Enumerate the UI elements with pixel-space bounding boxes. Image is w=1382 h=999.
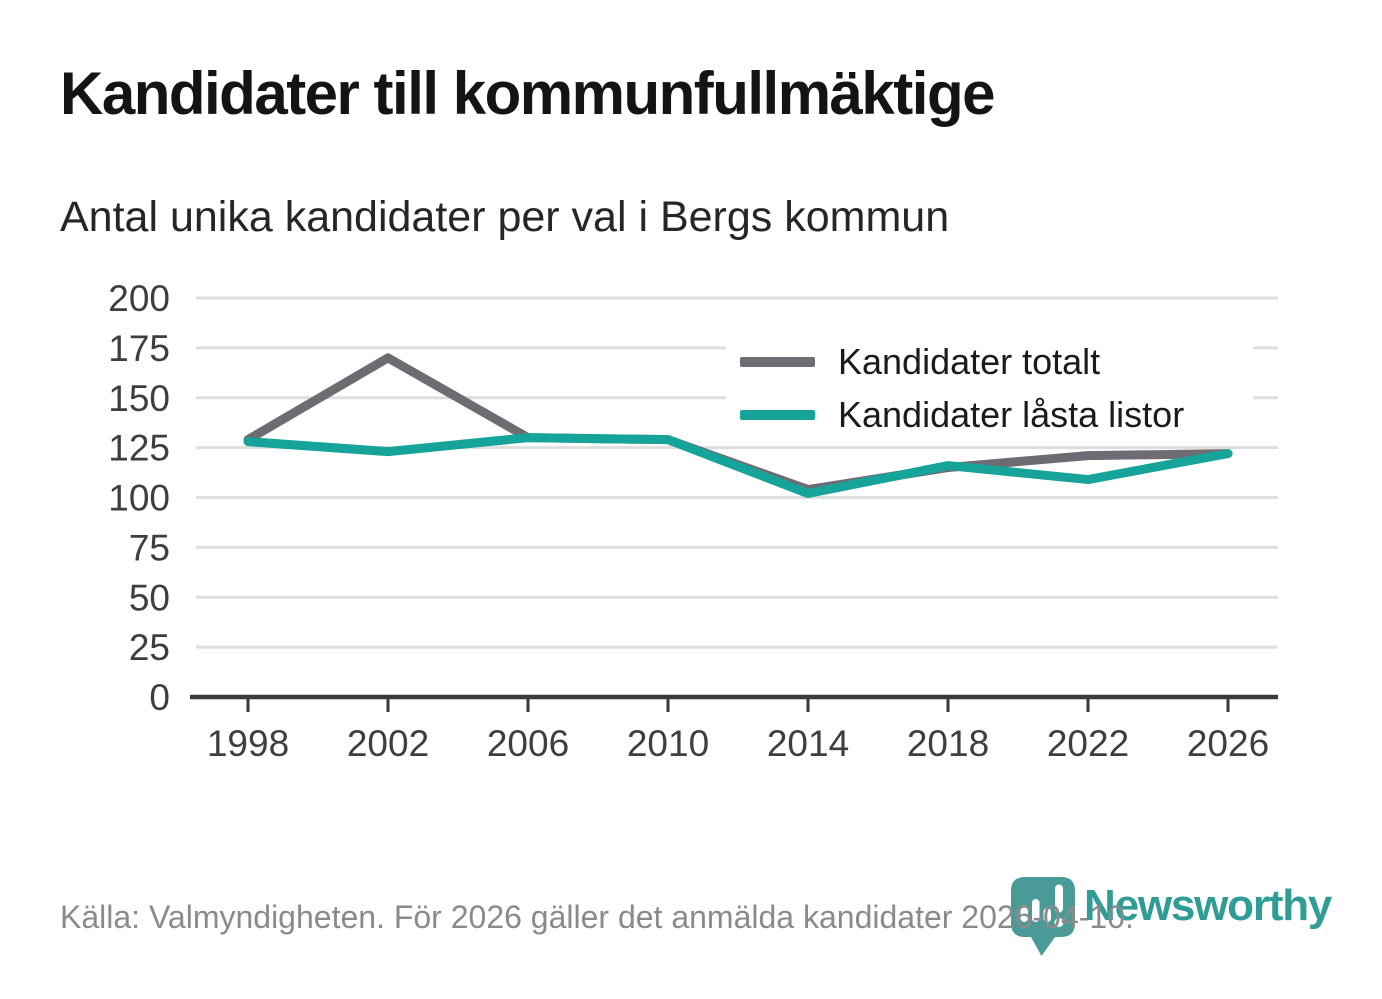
y-tick-label: 50	[129, 577, 170, 618]
x-tick-label: 2002	[347, 723, 429, 764]
chart-title: Kandidater till kommunfullmäktige	[60, 60, 995, 127]
legend-item-totalt: Kandidater totalt	[726, 335, 1253, 388]
exclamation-dot-icon	[1054, 918, 1064, 927]
y-tick-label: 75	[129, 527, 170, 568]
y-tick-label: 100	[108, 478, 170, 519]
y-tick-label: 175	[108, 328, 170, 369]
y-tick-label: 0	[149, 677, 170, 718]
legend-label-lasta-listor: Kandidater låsta listor	[838, 393, 1185, 435]
y-tick-label: 25	[129, 627, 170, 668]
series-line-1	[243, 433, 1233, 499]
y-tick-label: 125	[108, 428, 170, 469]
newsworthy-logo: Newsworthy	[1010, 876, 1332, 966]
chart-subtitle: Antal unika kandidater per val i Bergs k…	[60, 193, 950, 241]
legend-item-lasta-listor: Kandidater låsta listor	[726, 388, 1253, 441]
legend-swatch-lasta-listor	[740, 409, 815, 420]
x-tick-label: 2014	[767, 723, 849, 764]
x-tick-label: 2018	[907, 723, 989, 764]
source-note: Källa: Valmyndigheten. För 2026 gäller d…	[60, 899, 1134, 935]
x-tick-label: 2010	[627, 723, 709, 764]
y-tick-label: 200	[108, 278, 170, 319]
x-tick-label: 2022	[1047, 723, 1129, 764]
y-tick-label: 150	[108, 378, 170, 419]
newsworthy-pin-icon	[1011, 877, 1075, 956]
x-tick-label: 1998	[207, 723, 289, 764]
legend-label-totalt: Kandidater totalt	[838, 340, 1101, 382]
legend-swatch-totalt	[740, 356, 815, 367]
newsworthy-wordmark: Newsworthy	[1084, 881, 1332, 930]
bar-icon-medium	[1032, 899, 1040, 922]
chart-legend: Kandidater totalt Kandidater låsta listo…	[726, 333, 1253, 443]
bar-icon-small	[1020, 905, 1028, 922]
x-tick-label: 2026	[1187, 723, 1269, 764]
exclamation-bar-icon	[1055, 884, 1063, 913]
x-tick-label: 2006	[487, 723, 569, 764]
bar-icon-short	[1043, 908, 1051, 922]
